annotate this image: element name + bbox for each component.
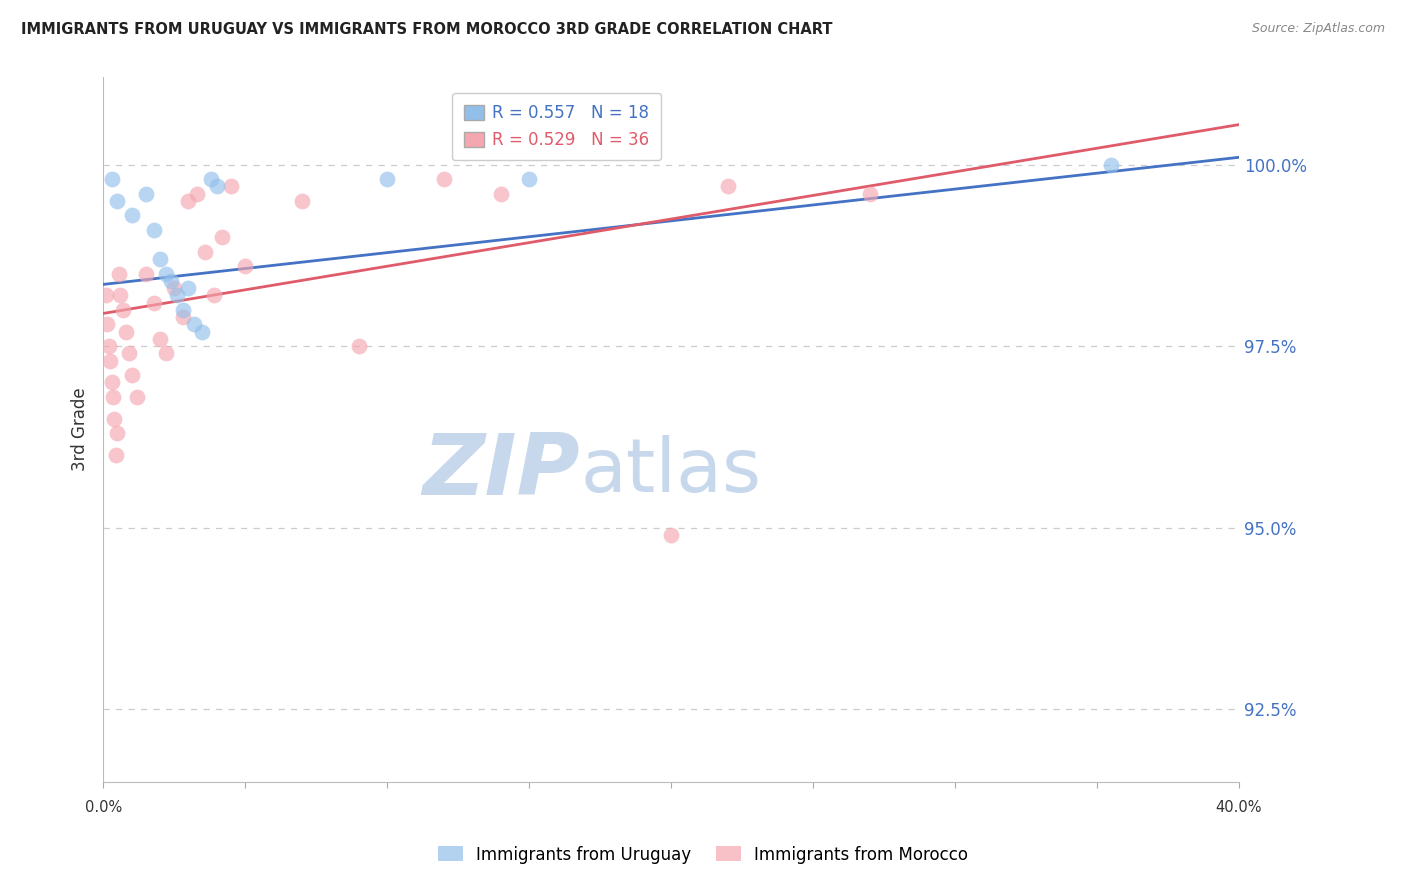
Point — [659, 528, 682, 542]
Point — [143, 223, 166, 237]
Point — [94, 288, 117, 302]
Point — [859, 186, 882, 201]
Point — [177, 194, 200, 208]
Point — [135, 186, 157, 201]
Legend: Immigrants from Uruguay, Immigrants from Morocco: Immigrants from Uruguay, Immigrants from… — [430, 839, 976, 871]
Point — [100, 172, 122, 186]
Point — [103, 411, 125, 425]
Point — [186, 186, 208, 201]
Point — [291, 194, 314, 208]
Point — [489, 186, 512, 201]
Text: Source: ZipAtlas.com: Source: ZipAtlas.com — [1251, 22, 1385, 36]
Point — [194, 244, 217, 259]
Point — [101, 390, 124, 404]
Point — [163, 281, 186, 295]
Point — [115, 325, 138, 339]
Point — [233, 259, 256, 273]
Point — [149, 252, 172, 266]
Point — [205, 179, 228, 194]
Y-axis label: 3rd Grade: 3rd Grade — [72, 388, 89, 472]
Point — [202, 288, 225, 302]
Text: ZIP: ZIP — [422, 431, 581, 514]
Point — [121, 368, 143, 383]
Point — [105, 426, 128, 441]
Point — [172, 302, 194, 317]
Point — [96, 318, 118, 332]
Point — [107, 267, 129, 281]
Point — [155, 346, 177, 360]
Point — [183, 318, 205, 332]
Point — [717, 179, 740, 194]
Point — [127, 390, 149, 404]
Point — [160, 274, 183, 288]
Point — [166, 288, 188, 302]
Point — [1099, 158, 1122, 172]
Point — [177, 281, 200, 295]
Point — [100, 376, 122, 390]
Point — [200, 172, 222, 186]
Point — [375, 172, 398, 186]
Point — [149, 332, 172, 346]
Point — [155, 267, 177, 281]
Point — [105, 194, 128, 208]
Point — [172, 310, 194, 324]
Point — [211, 230, 233, 244]
Point — [108, 288, 131, 302]
Point — [97, 339, 120, 353]
Point — [347, 339, 370, 353]
Point — [111, 302, 134, 317]
Text: 40.0%: 40.0% — [1216, 800, 1263, 815]
Text: atlas: atlas — [581, 435, 761, 508]
Point — [121, 209, 143, 223]
Point — [98, 353, 121, 368]
Point — [143, 295, 166, 310]
Point — [135, 267, 157, 281]
Point — [118, 346, 141, 360]
Point — [191, 325, 214, 339]
Point — [433, 172, 456, 186]
Point — [219, 179, 242, 194]
Text: 0.0%: 0.0% — [84, 800, 122, 815]
Legend: R = 0.557   N = 18, R = 0.529   N = 36: R = 0.557 N = 18, R = 0.529 N = 36 — [453, 93, 661, 161]
Point — [104, 448, 127, 462]
Text: IMMIGRANTS FROM URUGUAY VS IMMIGRANTS FROM MOROCCO 3RD GRADE CORRELATION CHART: IMMIGRANTS FROM URUGUAY VS IMMIGRANTS FR… — [21, 22, 832, 37]
Point — [517, 172, 540, 186]
